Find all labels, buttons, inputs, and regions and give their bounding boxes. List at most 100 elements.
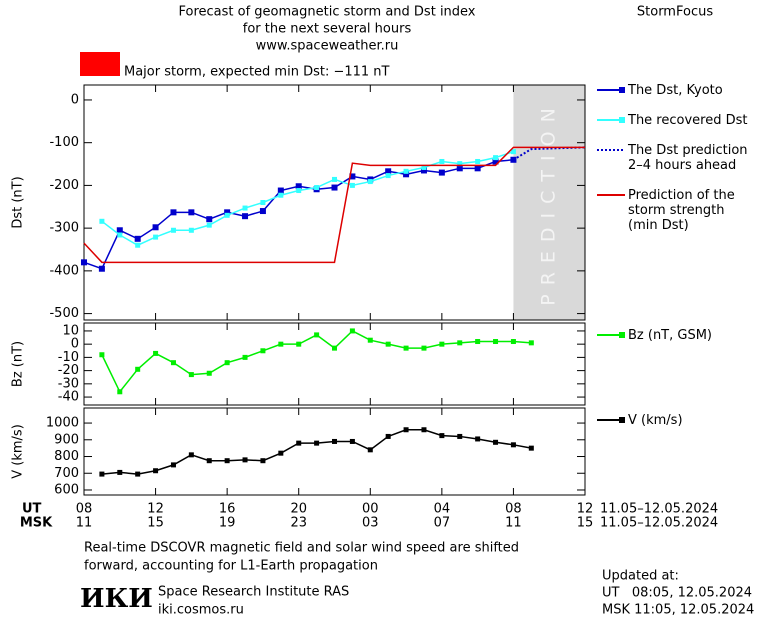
y-tick-label: 10 [62, 323, 79, 338]
updated-msk: MSK 11:05, 12.05.2024 [602, 603, 754, 618]
data-point [332, 438, 337, 444]
x-tick-label-ut: 00 [362, 502, 379, 517]
data-point [439, 158, 445, 164]
data-point [421, 164, 427, 170]
x-tick-label-msk: 23 [290, 516, 307, 531]
data-point [170, 227, 176, 233]
x-tick-label-ut: 12 [147, 502, 164, 517]
data-point [403, 171, 410, 178]
legend-line: (min Dst) [628, 218, 689, 233]
legend-marker [619, 87, 625, 93]
x-tick-label-ut: 04 [434, 502, 451, 517]
data-point [153, 234, 159, 240]
data-point [420, 167, 427, 174]
data-point [296, 440, 302, 446]
logo: ИКИ [80, 584, 153, 614]
y-tick-label: -500 [49, 306, 79, 321]
data-point [117, 389, 123, 395]
data-point [349, 173, 356, 180]
data-point [510, 442, 516, 448]
data-point [152, 224, 159, 231]
data-point [224, 360, 230, 366]
legend-marker [619, 117, 625, 123]
note: forward, accounting for L1-Earth propaga… [84, 559, 378, 574]
data-point [135, 242, 141, 248]
x-tick-label-msk: 07 [434, 516, 451, 531]
y-tick-label: -100 [49, 135, 79, 150]
legend-line: The Dst prediction [627, 143, 748, 158]
plot-frame [83, 322, 586, 406]
legend-label: Bz (nT, GSM) [628, 328, 712, 343]
data-point [188, 452, 194, 458]
legend-marker [619, 417, 625, 423]
y-axis-label: V (km/s) [11, 424, 26, 479]
date-range: 11.05–12.05.2024 [600, 502, 718, 517]
data-point [457, 340, 463, 346]
x-tick-label-msk: 15 [147, 516, 164, 531]
data-point [153, 350, 159, 356]
data-point [349, 438, 355, 444]
data-point [492, 158, 499, 165]
data-point [98, 265, 105, 272]
data-point [296, 341, 302, 347]
legend-marker [619, 332, 625, 338]
ut-label: UT [22, 502, 42, 517]
institute: Space Research Institute RAS [158, 585, 349, 600]
series-line [101, 150, 514, 247]
data-point [314, 185, 320, 191]
legend-label: V (km/s) [628, 413, 683, 428]
data-point [475, 436, 481, 442]
data-point [367, 179, 373, 185]
data-point [153, 468, 159, 474]
y-tick-label: -30 [58, 376, 79, 391]
note: Real-time DSCOVR magnetic field and sola… [84, 541, 519, 556]
brand: StormFocus [637, 5, 713, 20]
y-tick-label: 600 [54, 482, 79, 497]
data-point [493, 339, 499, 345]
data-point [314, 332, 320, 338]
x-tick-label-msk: 03 [362, 516, 379, 531]
data-point [385, 173, 391, 179]
data-point [296, 188, 302, 194]
data-point [188, 209, 195, 216]
x-tick-label-msk: 11 [505, 516, 522, 531]
legend-line: Prediction of the [628, 188, 735, 203]
data-point [206, 222, 212, 228]
data-point [81, 259, 87, 266]
y-tick-label: 800 [54, 449, 79, 464]
y-tick-label: -300 [49, 221, 79, 236]
data-point [135, 366, 141, 372]
data-point [170, 462, 176, 468]
data-point [99, 218, 105, 224]
website: iki.cosmos.ru [158, 603, 244, 618]
title-line: www.spaceweather.ru [256, 39, 399, 54]
data-point [224, 209, 231, 216]
data-point [278, 192, 284, 198]
data-point [332, 345, 337, 351]
data-point [439, 341, 445, 347]
x-tick-label-msk: 19 [219, 516, 236, 531]
data-point [134, 235, 141, 242]
data-point [99, 471, 105, 477]
data-point [314, 440, 320, 446]
x-tick-label-msk: 15 [577, 516, 594, 531]
x-tick-label-ut: 16 [219, 502, 236, 517]
x-tick-label-ut: 08 [76, 502, 93, 517]
storm-swatch [80, 52, 120, 76]
data-point [457, 161, 463, 167]
x-tick-label-ut: 12 [577, 502, 594, 517]
y-axis-label: Dst (nT) [11, 176, 26, 228]
updated-title: Updated at: [602, 569, 679, 584]
data-point [99, 352, 105, 358]
data-point [260, 458, 266, 464]
y-tick-label: 700 [54, 466, 79, 481]
legend-line: The recovered Dst [627, 113, 747, 128]
data-point [206, 458, 212, 464]
plot-frame [83, 407, 586, 496]
data-point [421, 427, 427, 433]
legend-label: Prediction of the storm strength (min Dst) [628, 188, 735, 233]
y-tick-label: 0 [71, 92, 79, 107]
data-point [528, 445, 534, 451]
